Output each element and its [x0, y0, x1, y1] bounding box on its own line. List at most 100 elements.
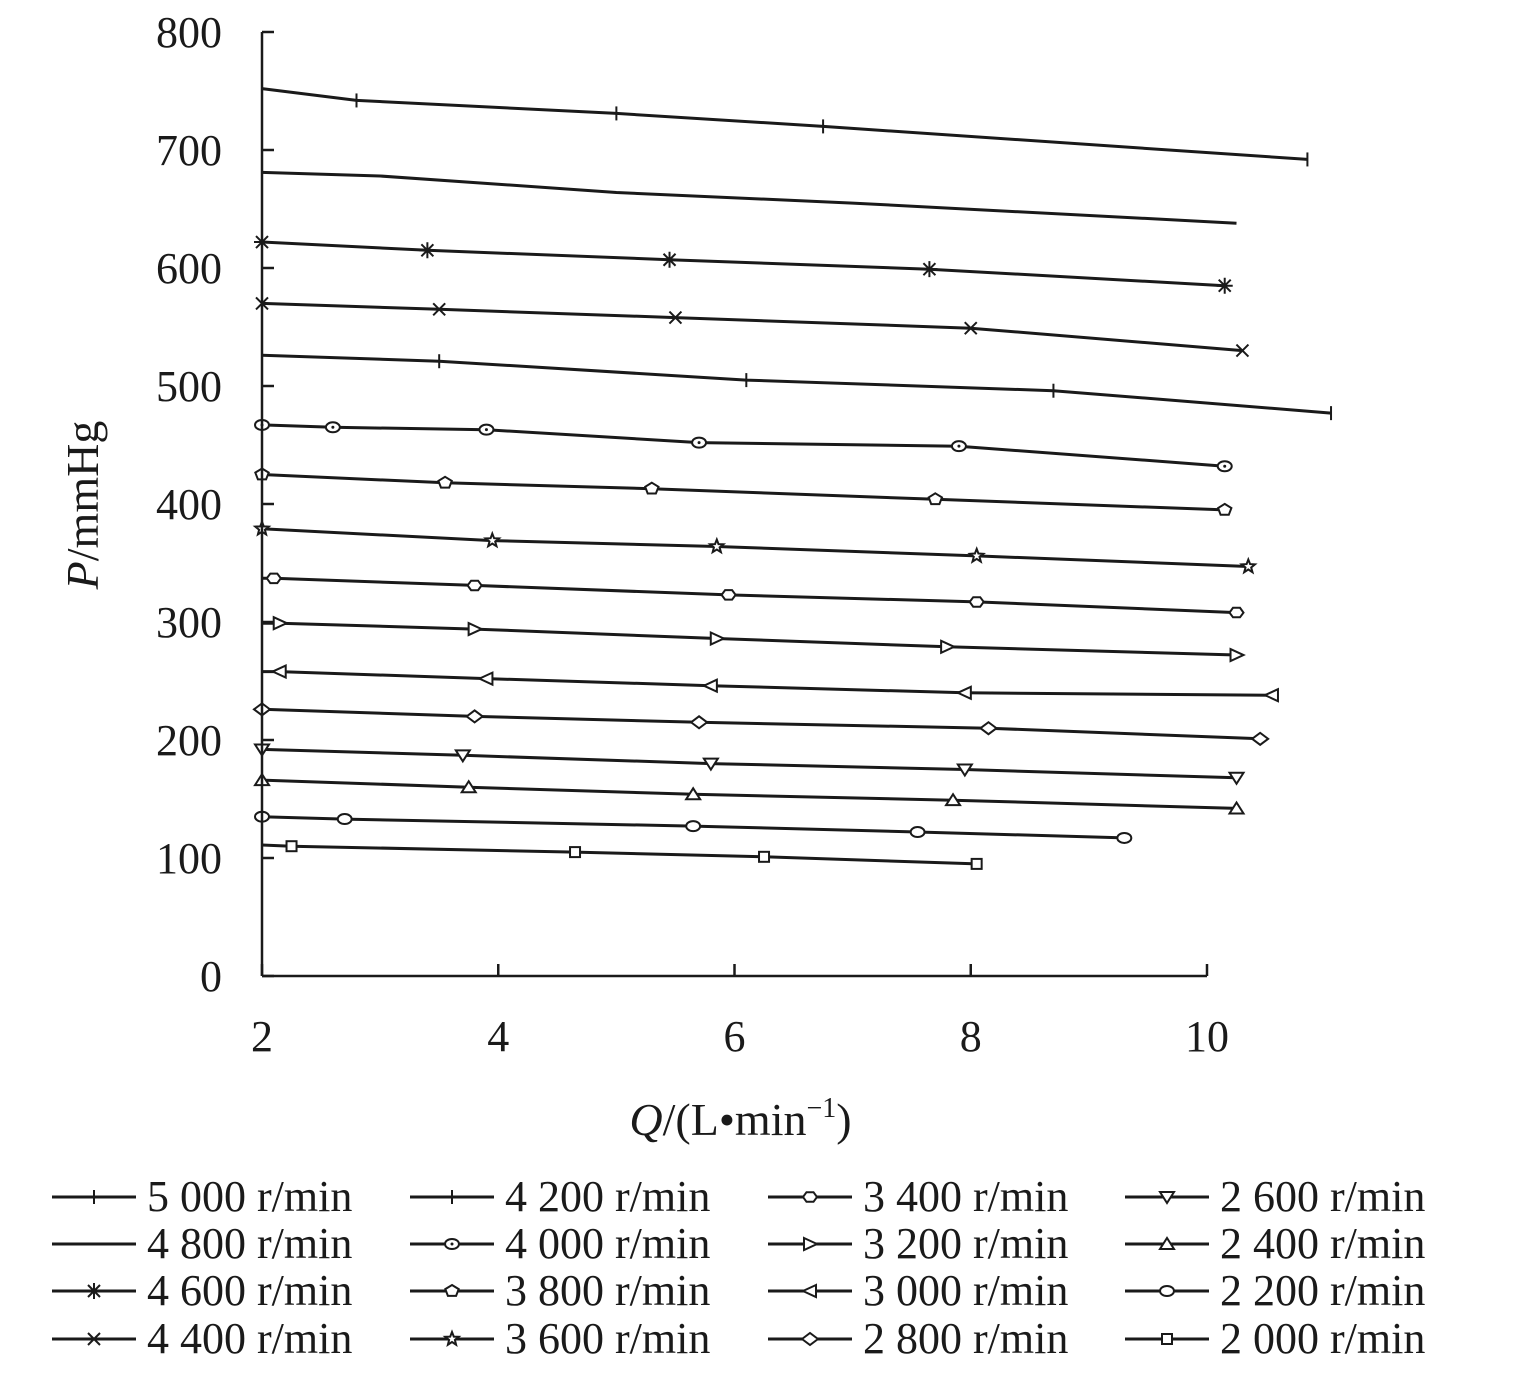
data-point-dot: [1223, 464, 1227, 468]
series-4800r-min: [261, 170, 1237, 225]
series-line: [261, 423, 1225, 468]
data-point: [1227, 771, 1246, 786]
axes: 0 100 200 300 400 500 600 700 800 2 4 6 8 10 Q/(L•min−…: [57, 8, 1229, 1145]
data-point: [684, 786, 702, 801]
series-3800r-min: [254, 467, 1233, 516]
data-point: [453, 749, 472, 764]
x-axis-title-part: •: [719, 1094, 735, 1145]
series-5000r-min: [261, 81, 1309, 167]
x-axis-title-part: min: [735, 1094, 807, 1145]
data-point: [1229, 647, 1246, 663]
data-point: [442, 1329, 462, 1347]
plot-area: [252, 81, 1333, 870]
data-point: [272, 615, 290, 631]
data-point: [270, 663, 287, 680]
data-point: [87, 1332, 101, 1346]
legend-item: 2 000 r/min: [1125, 1314, 1425, 1363]
legend-item: 2 800 r/min: [768, 1314, 1068, 1363]
data-point: [944, 792, 962, 807]
series-line: [261, 240, 1225, 288]
data-point: [1227, 800, 1246, 815]
data-point: [569, 846, 582, 859]
data-point-dot: [697, 441, 701, 445]
legend-label: 4 800 r/min: [147, 1219, 352, 1268]
data-point: [956, 763, 974, 778]
legend-label: 2 600 r/min: [1220, 1172, 1425, 1221]
series-line: [261, 747, 1237, 780]
legend-label: 4 000 r/min: [505, 1219, 710, 1268]
legend-item: 4 800 r/min: [52, 1219, 352, 1268]
data-point: [702, 757, 720, 772]
data-point: [1235, 343, 1250, 358]
legend-item: 2 600 r/min: [1125, 1172, 1425, 1221]
legend-item: 2 200 r/min: [1125, 1266, 1425, 1315]
legend-label: 4 400 r/min: [147, 1314, 352, 1363]
legend-item: 5 000 r/min: [52, 1172, 352, 1221]
data-point: [336, 813, 353, 826]
legend-label: 3 800 r/min: [505, 1266, 710, 1315]
y-tick-label: 500: [156, 362, 222, 411]
y-axis-title-var: P: [57, 561, 108, 590]
data-point-dot: [484, 428, 488, 432]
data-point: [685, 820, 702, 833]
series-4000r-min: [254, 418, 1233, 473]
data-point: [968, 596, 985, 608]
data-point: [285, 840, 298, 853]
data-point: [707, 536, 727, 555]
data-point: [432, 302, 446, 317]
data-point: [1228, 606, 1245, 619]
data-point: [265, 572, 283, 585]
series-3400r-min: [262, 572, 1245, 619]
data-point: [464, 709, 485, 724]
series-line: [262, 576, 1237, 615]
series-2200r-min: [254, 810, 1133, 844]
series-3200r-min: [262, 615, 1246, 663]
y-tick-label: 100: [156, 834, 222, 883]
data-point: [86, 1283, 102, 1299]
data-point: [661, 251, 678, 268]
data-point: [1158, 1236, 1176, 1250]
series-line: [261, 527, 1249, 568]
series-line: [262, 670, 1273, 697]
data-point: [466, 579, 483, 592]
x-tick-label: 4: [487, 1012, 509, 1061]
series-2400r-min: [253, 772, 1246, 815]
data-point: [1250, 731, 1270, 747]
data-point: [459, 779, 478, 794]
data-point: [467, 621, 485, 637]
series-4200r-min: [261, 348, 1333, 421]
legend-label: 2 800 r/min: [863, 1314, 1068, 1363]
legend-item: 3 400 r/min: [768, 1172, 1068, 1221]
data-point: [444, 1283, 460, 1297]
x-tick-label: 6: [724, 1012, 746, 1061]
y-tick-label: 400: [156, 480, 222, 529]
legend-item: 2 400 r/min: [1125, 1219, 1425, 1268]
legend-label: 4 200 r/min: [505, 1172, 710, 1221]
data-point: [803, 1236, 820, 1252]
series-line: [261, 778, 1237, 810]
legend-item: 3 200 r/min: [768, 1219, 1068, 1268]
y-tick-label: 700: [156, 126, 222, 175]
x-tick-label: 8: [960, 1012, 982, 1061]
legend-item: 3 600 r/min: [410, 1314, 710, 1363]
series-2000r-min: [261, 840, 983, 870]
x-axis-title: Q/(L•min−1): [629, 1093, 851, 1145]
legend-item: 3 800 r/min: [410, 1266, 710, 1315]
data-point: [689, 715, 709, 730]
data-point: [483, 530, 502, 549]
data-point: [1239, 556, 1258, 575]
legend-item: 4 600 r/min: [52, 1266, 352, 1315]
legend-label: 2 000 r/min: [1220, 1314, 1425, 1363]
data-point: [477, 671, 494, 687]
x-tick-label: 10: [1185, 1012, 1229, 1061]
legend-label: 5 000 r/min: [147, 1172, 352, 1221]
legend-item: 3 000 r/min: [768, 1266, 1068, 1315]
data-point-dot: [957, 444, 961, 448]
series-4400r-min: [255, 296, 1250, 358]
series-3000r-min: [262, 663, 1279, 703]
x-axis-title-part: Q: [629, 1094, 662, 1145]
legend-label: 4 600 r/min: [147, 1266, 352, 1315]
data-point-dot: [450, 1242, 454, 1246]
data-point: [927, 492, 944, 506]
